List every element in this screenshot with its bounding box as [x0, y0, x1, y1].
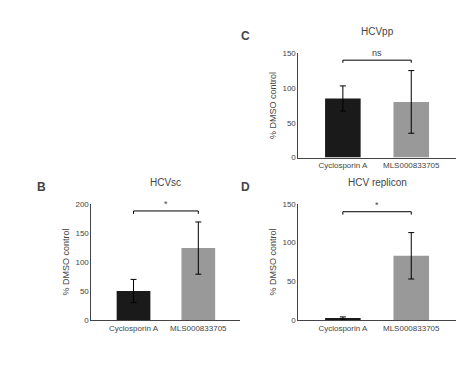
- svg-text:MLS000833705: MLS000833705: [383, 161, 440, 170]
- svg-text:100: 100: [282, 238, 296, 247]
- svg-text:ns: ns: [372, 48, 382, 58]
- svg-text:MLS000833705: MLS000833705: [170, 324, 227, 333]
- svg-text:*: *: [164, 199, 168, 209]
- svg-text:100: 100: [75, 258, 89, 267]
- svg-text:C: C: [241, 29, 250, 43]
- svg-text:150: 150: [282, 200, 296, 209]
- svg-text:0: 0: [291, 153, 296, 162]
- svg-text:200: 200: [75, 200, 89, 209]
- svg-text:MLS000833705: MLS000833705: [383, 324, 440, 333]
- svg-text:% DMSO control: % DMSO control: [268, 72, 278, 139]
- svg-text:100: 100: [282, 84, 296, 93]
- svg-text:Cyclosporin A: Cyclosporin A: [318, 161, 368, 170]
- svg-text:Cyclosporin A: Cyclosporin A: [109, 324, 159, 333]
- svg-text:B: B: [37, 180, 46, 194]
- svg-text:50: 50: [287, 119, 296, 128]
- svg-text:50: 50: [80, 287, 89, 296]
- svg-text:HCV replicon: HCV replicon: [348, 177, 407, 188]
- svg-text:0: 0: [84, 316, 89, 325]
- svg-text:50: 50: [287, 277, 296, 286]
- svg-text:150: 150: [75, 229, 89, 238]
- svg-text:HCVpp: HCVpp: [361, 26, 394, 37]
- svg-text:150: 150: [282, 49, 296, 58]
- svg-text:*: *: [375, 200, 379, 210]
- svg-text:% DMSO control: % DMSO control: [61, 228, 71, 295]
- svg-text:Cyclosporin A: Cyclosporin A: [318, 324, 368, 333]
- svg-text:D: D: [241, 180, 250, 194]
- svg-text:0: 0: [291, 316, 296, 325]
- svg-text:HCVsc: HCVsc: [150, 177, 181, 188]
- svg-text:% DMSO control: % DMSO control: [268, 228, 278, 295]
